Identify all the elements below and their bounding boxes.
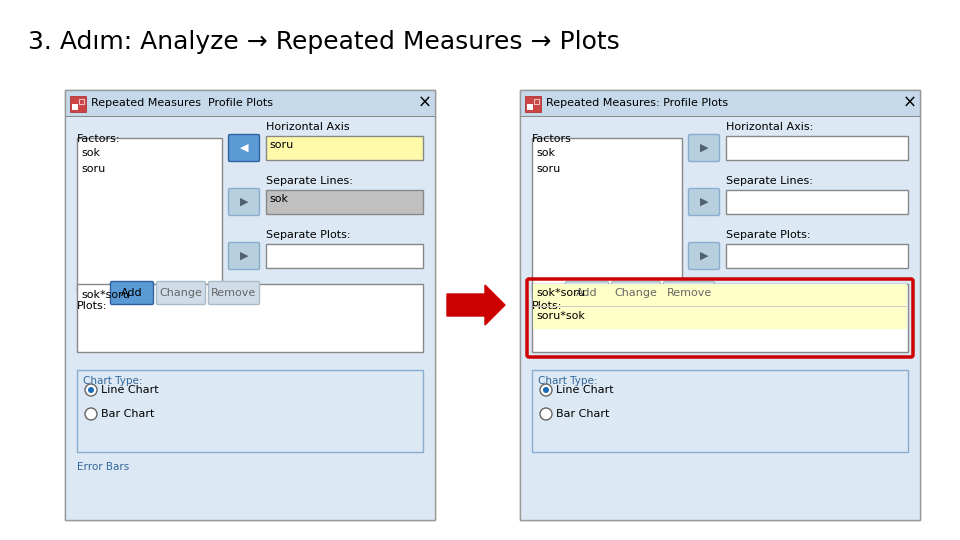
Text: Change: Change (614, 288, 658, 298)
Text: soru*sok: soru*sok (536, 310, 585, 321)
Circle shape (88, 387, 94, 393)
Bar (532, 370, 908, 452)
Bar (533, 284, 907, 307)
Bar (525, 96, 541, 112)
Text: ▶: ▶ (240, 251, 249, 261)
Text: Chart Type:: Chart Type: (538, 376, 597, 386)
Text: ▶: ▶ (240, 197, 249, 207)
Bar (65, 90, 435, 520)
Text: Plots:: Plots: (77, 301, 108, 311)
FancyBboxPatch shape (110, 281, 154, 305)
FancyBboxPatch shape (156, 281, 205, 305)
Text: sok: sok (536, 148, 555, 158)
Bar (65, 90, 435, 520)
Text: Horizontal Axis:: Horizontal Axis: (726, 122, 813, 132)
Bar (520, 90, 920, 520)
Text: Line Chart: Line Chart (101, 385, 158, 395)
Bar (520, 116, 920, 520)
Text: Repeated Measures  Profile Plots: Repeated Measures Profile Plots (91, 98, 273, 108)
FancyBboxPatch shape (688, 134, 719, 161)
Text: ▶: ▶ (700, 251, 708, 261)
Text: Factors: Factors (532, 134, 572, 144)
Text: Factors:: Factors: (77, 134, 121, 144)
Text: ×: × (418, 94, 432, 112)
Text: Horizontal Axis: Horizontal Axis (266, 122, 349, 132)
Text: ×: × (903, 94, 917, 112)
Text: Bar Chart: Bar Chart (101, 409, 155, 419)
Bar (266, 136, 423, 160)
Text: Add: Add (576, 288, 598, 298)
Text: Bar Chart: Bar Chart (556, 409, 610, 419)
Bar (726, 136, 908, 160)
Bar (532, 284, 908, 352)
Text: Separate Plots:: Separate Plots: (266, 230, 350, 240)
Bar (65, 116, 435, 520)
Circle shape (85, 408, 97, 420)
FancyBboxPatch shape (688, 188, 719, 215)
Bar (520, 116, 920, 117)
Text: Chart Type:: Chart Type: (83, 376, 142, 386)
Text: Separate Lines:: Separate Lines: (726, 176, 813, 186)
Text: Change: Change (159, 288, 203, 298)
FancyArrow shape (447, 285, 505, 325)
Circle shape (540, 408, 552, 420)
Bar (266, 190, 423, 214)
FancyBboxPatch shape (663, 281, 714, 305)
Bar (520, 90, 920, 116)
Text: soru: soru (536, 164, 561, 174)
FancyBboxPatch shape (688, 242, 719, 269)
Bar (532, 138, 682, 293)
Text: ◀: ◀ (240, 143, 249, 153)
Text: Remove: Remove (211, 288, 256, 298)
Bar (534, 99, 539, 104)
Bar (266, 244, 423, 268)
Text: Line Chart: Line Chart (556, 385, 613, 395)
Bar (520, 90, 920, 520)
FancyBboxPatch shape (208, 281, 259, 305)
FancyBboxPatch shape (228, 242, 259, 269)
Bar (726, 190, 908, 214)
Bar (65, 90, 435, 116)
Bar (77, 370, 423, 452)
Text: 3. Adım: Analyze → Repeated Measures → Plots: 3. Adım: Analyze → Repeated Measures → P… (28, 30, 620, 54)
Bar (726, 244, 908, 268)
Bar (77, 138, 222, 293)
Text: Repeated Measures: Profile Plots: Repeated Measures: Profile Plots (546, 98, 728, 108)
Text: Separate Plots:: Separate Plots: (726, 230, 810, 240)
FancyBboxPatch shape (565, 281, 609, 305)
Bar (72, 104, 78, 110)
Text: Error Bars: Error Bars (77, 462, 130, 472)
Bar (77, 284, 423, 352)
Text: sok: sok (269, 194, 288, 204)
Bar (533, 307, 907, 329)
Bar (79, 99, 84, 104)
FancyBboxPatch shape (228, 188, 259, 215)
Text: sok*soru: sok*soru (81, 290, 130, 300)
Text: ▶: ▶ (700, 197, 708, 207)
FancyBboxPatch shape (228, 134, 259, 161)
Bar (65, 116, 435, 117)
Text: Add: Add (121, 288, 143, 298)
Circle shape (540, 384, 552, 396)
Circle shape (543, 387, 549, 393)
Bar (70, 96, 86, 112)
Circle shape (85, 384, 97, 396)
Text: Separate Lines:: Separate Lines: (266, 176, 353, 186)
Bar (527, 104, 533, 110)
Text: soru: soru (269, 140, 293, 150)
Text: sok: sok (81, 148, 100, 158)
FancyBboxPatch shape (612, 281, 660, 305)
Text: Plots:: Plots: (532, 301, 563, 311)
Text: soru: soru (81, 164, 106, 174)
Text: ▶: ▶ (700, 143, 708, 153)
Text: Remove: Remove (666, 288, 711, 298)
Text: sok*soru: sok*soru (536, 288, 585, 298)
